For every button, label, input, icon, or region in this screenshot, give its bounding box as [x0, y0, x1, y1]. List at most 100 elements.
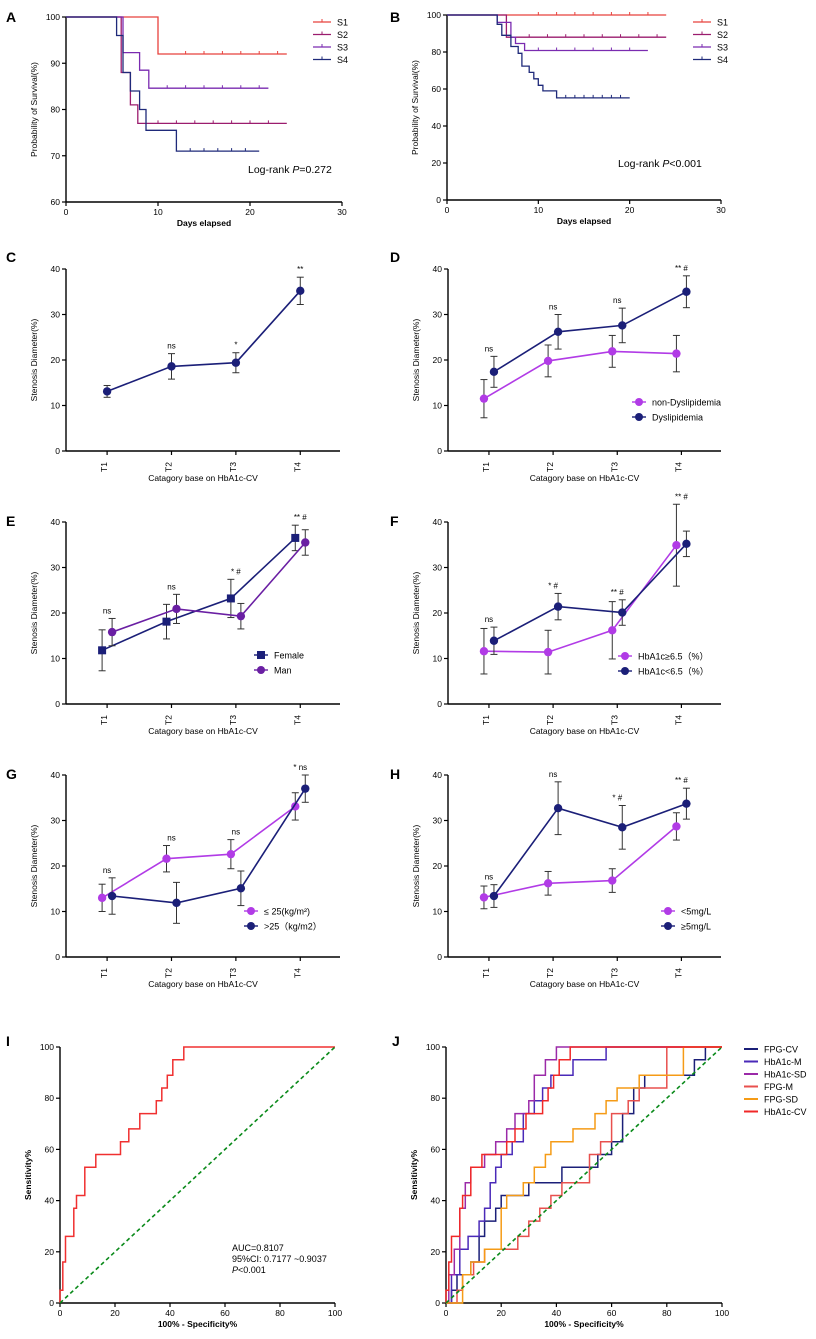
km-curve-s3: [447, 14, 648, 52]
y-tick-label: 10: [433, 401, 443, 411]
legend-label: S3: [717, 43, 728, 53]
y-tick-label: 10: [51, 907, 61, 917]
x-tick-label: 40: [552, 1308, 562, 1318]
x-tick-label: 60: [220, 1308, 230, 1318]
x-tick-label: T1: [481, 968, 491, 978]
y-axis-label: Stenosis Diameter(%): [29, 572, 39, 655]
x-axis-label: 100% - Specificity%: [158, 1319, 238, 1329]
data-point: [102, 387, 112, 396]
legend-label: S4: [717, 55, 728, 65]
data-point: [489, 636, 499, 645]
x-tick-label: T3: [609, 462, 619, 472]
y-axis-label: Stenosis Diameter(%): [411, 572, 421, 655]
y-tick-label: 0: [437, 952, 442, 962]
panel-label: D: [390, 249, 400, 265]
significance-label: ns: [167, 582, 175, 591]
x-axis-label: Catagory base on HbA1c-CV: [530, 473, 640, 483]
y-tick-label: 20: [51, 355, 61, 365]
x-axis-label: Catagory base on HbA1c-CV: [148, 726, 258, 736]
x-tick-label: T2: [163, 462, 173, 472]
roc-curve-hba1c-sd: [446, 1046, 722, 1304]
x-tick-label: 40: [165, 1308, 175, 1318]
x-tick-label: T1: [99, 968, 109, 978]
x-tick-label: T4: [673, 715, 683, 725]
y-axis-label: Stenosis Diameter(%): [29, 825, 39, 908]
y-tick-label: 40: [45, 1196, 55, 1206]
panel-label: H: [390, 766, 400, 782]
chart-h: H 0 10 20 30 40 Stenosis Diameter(%) T1 T2 T3 T4 Ca…: [390, 766, 721, 989]
data-point: [97, 893, 107, 903]
y-tick-label: 100: [426, 1042, 440, 1052]
y-tick-label: 40: [432, 121, 442, 131]
data-point: [226, 849, 236, 859]
significance-label: ns: [485, 873, 493, 882]
x-tick-label: 80: [662, 1308, 672, 1318]
data-point: [301, 538, 310, 547]
y-tick-label: 60: [432, 84, 442, 94]
y-tick-label: 40: [433, 770, 443, 780]
x-tick-label: T4: [292, 968, 302, 978]
roc-curve-hba1c-m: [446, 1046, 722, 1304]
legend-marker: [621, 652, 629, 660]
series-line: [106, 290, 301, 393]
y-tick-label: 0: [49, 1298, 54, 1308]
significance-label: * #: [612, 793, 622, 802]
data-point: [162, 854, 171, 863]
panel-label: I: [6, 1033, 10, 1049]
data-point: [479, 893, 489, 902]
x-tick-label: 10: [153, 207, 163, 217]
data-point: [618, 823, 627, 832]
y-axis-label: Probability of Survival(%): [29, 62, 39, 157]
data-point: [682, 287, 691, 296]
significance-label: ns: [103, 606, 111, 615]
legend-label: FPG-SD: [764, 1095, 799, 1105]
series-line: [483, 350, 677, 400]
chart-d: D 0 10 20 30 40 Stenosis Diameter(%) T1 T2 T3 T4 Ca…: [390, 249, 721, 483]
significance-label: ** #: [611, 588, 624, 597]
data-point: [296, 286, 305, 296]
data-point: [608, 876, 617, 885]
y-tick-label: 10: [433, 654, 443, 664]
x-axis-label: 100% - Specificity%: [544, 1319, 624, 1329]
km-curve-s3: [66, 16, 269, 89]
significance-label: *: [234, 341, 237, 350]
legend-label: ≤ 25(kg/m²): [264, 907, 310, 917]
series-line: [493, 543, 687, 642]
y-tick-label: 20: [433, 608, 443, 618]
x-tick-label: T3: [228, 968, 238, 978]
km-curve-s1: [66, 16, 287, 55]
y-axis-label: Probability of Survival(%): [410, 60, 420, 155]
data-point: [543, 647, 553, 657]
significance-label: ** #: [675, 264, 688, 273]
y-tick-label: 40: [51, 770, 61, 780]
legend-label: HbA1c-M: [764, 1057, 802, 1067]
significance-label: ** #: [675, 776, 688, 785]
panel-label: F: [390, 513, 399, 529]
legend-label: FPG-M: [764, 1082, 793, 1092]
y-tick-label: 100: [40, 1042, 54, 1052]
significance-label: ns: [485, 344, 493, 353]
data-point: [489, 891, 499, 901]
data-point: [236, 611, 246, 621]
x-tick-label: T4: [673, 968, 683, 978]
y-tick-label: 30: [433, 816, 443, 826]
data-point: [162, 617, 171, 626]
legend-marker: [635, 398, 643, 406]
y-tick-label: 30: [51, 816, 61, 826]
x-axis-label: Catagory base on HbA1c-CV: [148, 979, 258, 989]
ci-text: 95%CI: 0.7177 ~0.9037: [232, 1254, 327, 1264]
x-tick-label: T2: [545, 968, 555, 978]
data-point: [608, 626, 617, 635]
legend-label: FPG-CV: [764, 1045, 798, 1055]
km-curve-s2: [447, 14, 667, 38]
panel-label: J: [392, 1033, 400, 1049]
chart-g: G 0 10 20 30 40 Stenosis Diameter(%) T1 T2 T3 T4 Ca…: [6, 763, 340, 989]
y-tick-label: 60: [51, 197, 61, 207]
data-point: [618, 321, 627, 330]
x-tick-label: T1: [481, 715, 491, 725]
x-tick-label: T2: [163, 968, 173, 978]
significance-label: * #: [231, 567, 241, 576]
x-axis-label: Catagory base on HbA1c-CV: [148, 473, 258, 483]
series-line: [483, 825, 677, 899]
